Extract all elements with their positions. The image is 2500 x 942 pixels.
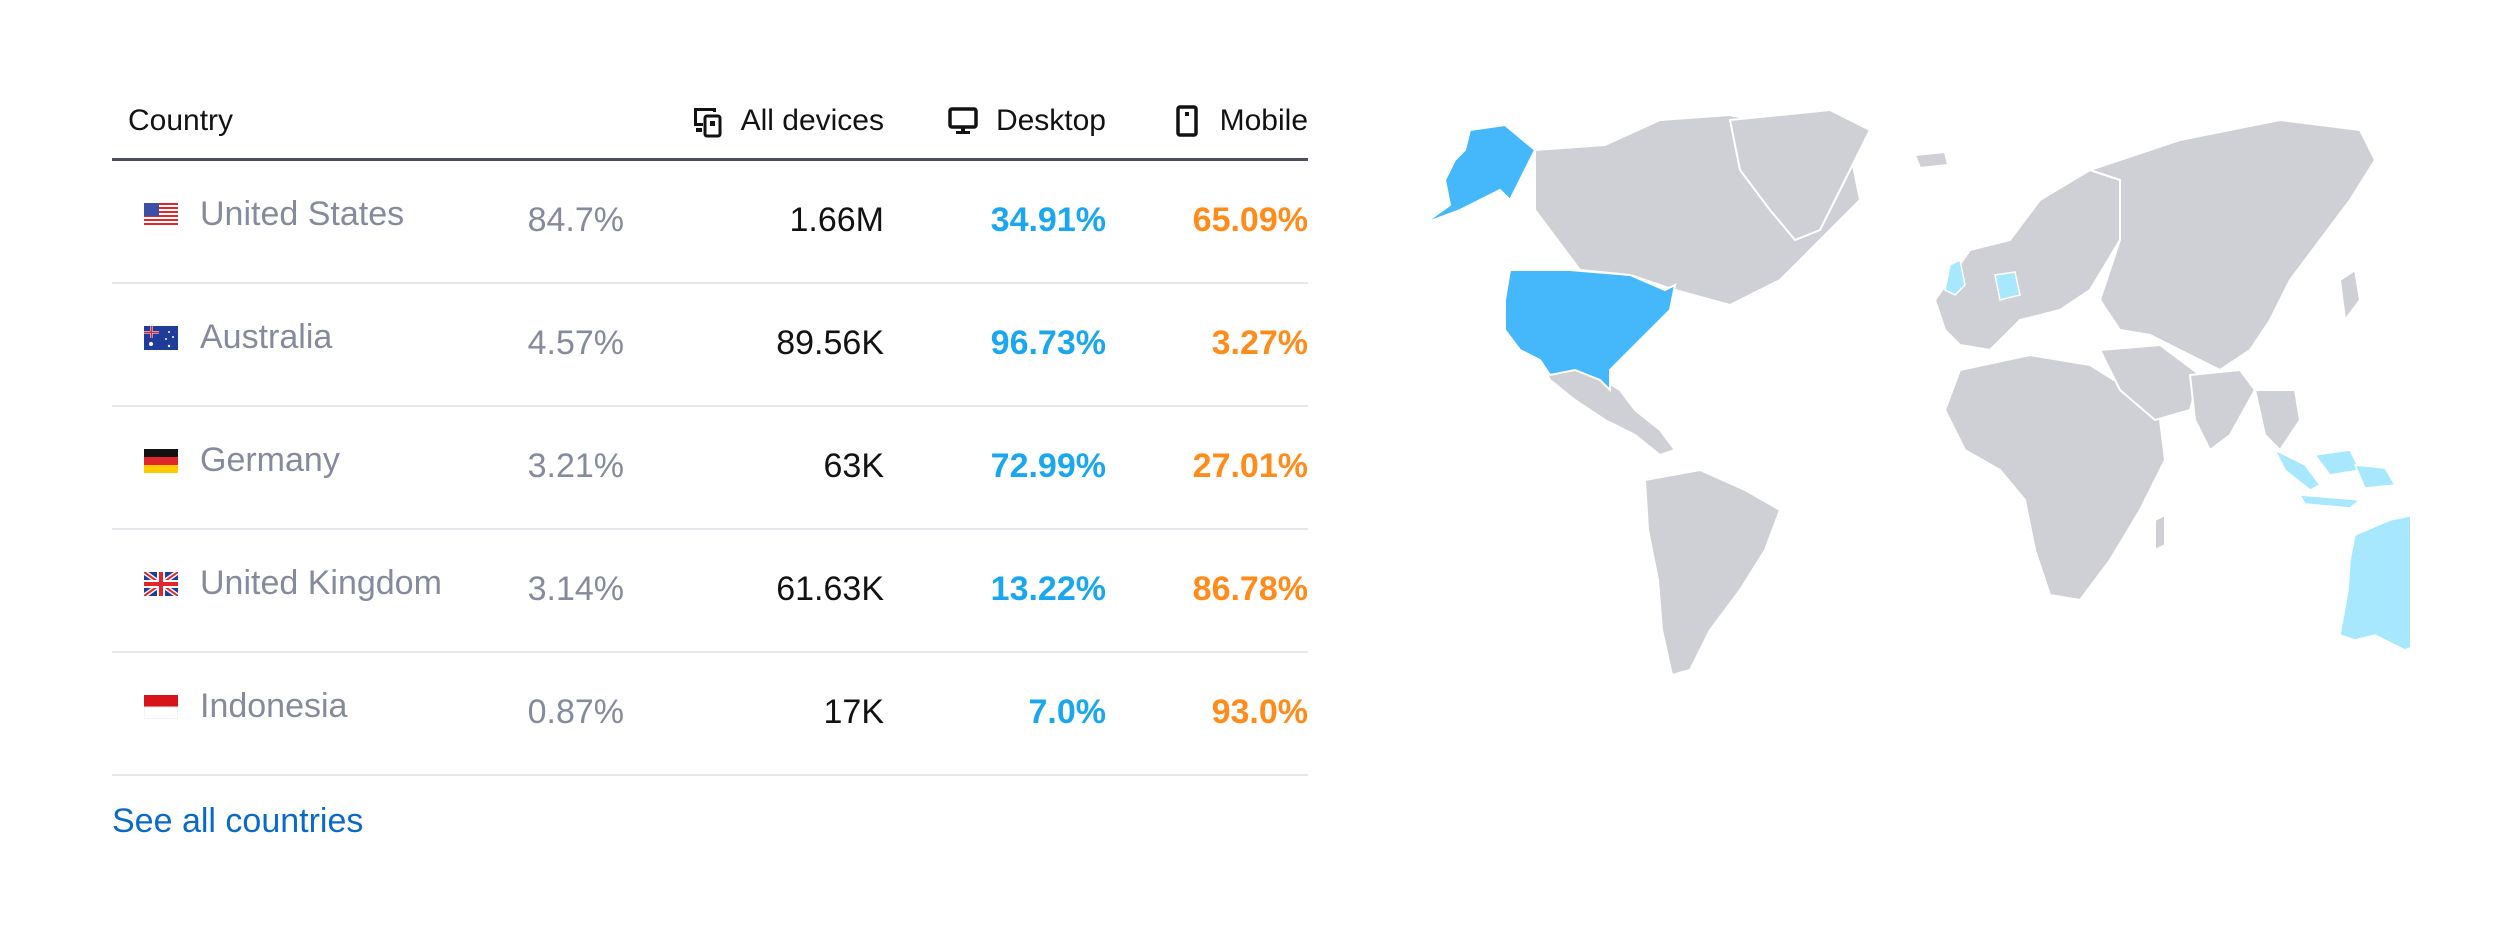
mobile-value: 65.09%: [1192, 201, 1308, 239]
all-devices-label: All devices: [740, 104, 884, 137]
all-devices-value: 61.63K: [776, 570, 884, 608]
column-header-mobile: Mobile: [1170, 104, 1308, 138]
column-header-country: Country: [128, 104, 234, 137]
table-header: Country All devices Desktop Mobile: [112, 90, 1308, 161]
au-flag-icon: [144, 326, 178, 350]
mobile-value: 3.27%: [1211, 324, 1308, 362]
country-name[interactable]: Australia: [200, 318, 333, 356]
table-row[interactable]: Australia 4.57% 89.56K 96.73% 3.27%: [112, 284, 1308, 407]
desktop-value: 13.22%: [990, 570, 1106, 608]
country-traffic-table: Country All devices Desktop Mobile Unite…: [112, 90, 1308, 776]
see-all-countries-link[interactable]: See all countries: [112, 802, 364, 840]
table-row[interactable]: United Kingdom 3.14% 61.63K 13.22% 86.78…: [112, 530, 1308, 653]
desktop-label: Desktop: [995, 104, 1106, 137]
us-flag-icon: [144, 203, 178, 227]
table-row[interactable]: United States 84.7% 1.66M 34.91% 65.09%: [112, 161, 1308, 284]
de-flag-icon: [144, 449, 178, 473]
traffic-share: 4.57%: [527, 324, 624, 362]
traffic-share: 84.7%: [527, 201, 624, 239]
world-traffic-map: [1400, 90, 2497, 754]
all-devices-value: 63K: [823, 447, 885, 485]
desktop-value: 34.91%: [990, 201, 1106, 239]
mobile-label: Mobile: [1219, 104, 1308, 137]
traffic-share: 3.14%: [527, 570, 624, 608]
all-devices-value: 89.56K: [776, 324, 884, 362]
id-flag-icon: [144, 695, 178, 719]
table-row[interactable]: Indonesia 0.87% 17K 7.0% 93.0%: [112, 653, 1308, 776]
mobile-value: 93.0%: [1211, 693, 1308, 731]
country-name[interactable]: United States: [200, 195, 405, 233]
mobile-icon: [1170, 104, 1204, 138]
desktop-icon: [946, 104, 980, 138]
devices-icon: [691, 104, 725, 138]
country-name[interactable]: Indonesia: [200, 687, 348, 725]
country-name[interactable]: Germany: [200, 441, 340, 479]
mobile-value: 86.78%: [1192, 570, 1308, 608]
column-header-desktop: Desktop: [946, 104, 1106, 138]
all-devices-value: 17K: [823, 693, 885, 731]
desktop-value: 7.0%: [1028, 693, 1107, 731]
traffic-share: 0.87%: [527, 693, 624, 731]
desktop-value: 72.99%: [990, 447, 1106, 485]
desktop-value: 96.73%: [990, 324, 1106, 362]
traffic-share: 3.21%: [527, 447, 624, 485]
gb-flag-icon: [144, 572, 178, 596]
mobile-value: 27.01%: [1192, 447, 1308, 485]
column-header-all-devices: All devices: [691, 104, 884, 138]
all-devices-value: 1.66M: [789, 201, 885, 239]
world-map-icon: [1424, 108, 2497, 754]
table-row[interactable]: Germany 3.21% 63K 72.99% 27.01%: [112, 407, 1308, 530]
country-name[interactable]: United Kingdom: [200, 564, 442, 602]
